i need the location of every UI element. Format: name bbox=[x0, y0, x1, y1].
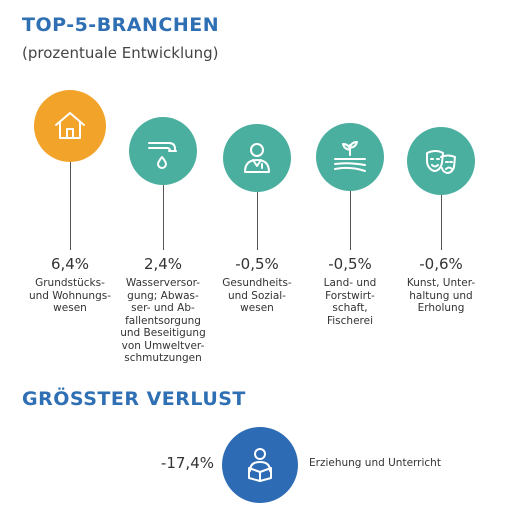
value-label: 2,4% bbox=[143, 255, 183, 273]
loss-icon-circle bbox=[222, 427, 298, 503]
chart-title: TOP-5-BRANCHEN bbox=[22, 14, 220, 36]
connector-line bbox=[163, 185, 164, 250]
category-label: Wasserversor- gung; Abwas- ser- und Ab- … bbox=[120, 277, 206, 364]
value-label: -0,6% bbox=[419, 255, 463, 273]
theater-masks-icon bbox=[426, 150, 456, 174]
value-label: 6,4% bbox=[50, 255, 90, 273]
loss-heading: GRÖSSTER VERLUST bbox=[22, 388, 246, 410]
category-label: Land- und Forstwirt- schaft, Fischerei bbox=[323, 277, 377, 327]
category-label: Kunst, Unter- haltung und Erholung bbox=[406, 277, 476, 314]
icon-circle bbox=[129, 117, 197, 185]
connector-line bbox=[257, 192, 258, 250]
connector-line bbox=[441, 195, 442, 250]
house-icon bbox=[55, 112, 85, 139]
branch-item: 2,4% Wasserversor- gung; Abwas- ser- und … bbox=[113, 0, 213, 370]
icon-circle bbox=[407, 127, 475, 195]
value-label: -0,5% bbox=[328, 255, 372, 273]
field-plant-icon bbox=[334, 141, 366, 172]
category-label: Grundstücks- und Wohnungs- wesen bbox=[28, 277, 112, 314]
connector-line bbox=[350, 191, 351, 250]
reader-icon bbox=[248, 448, 272, 482]
loss-value-label: -17,4% bbox=[160, 454, 214, 472]
branch-item: -0,6% Kunst, Unter- haltung und Erholung bbox=[391, 0, 491, 370]
value-label: -0,5% bbox=[235, 255, 279, 273]
category-label: Gesundheits- und Sozial- wesen bbox=[222, 277, 292, 314]
doctor-icon bbox=[244, 143, 270, 173]
icon-circle bbox=[34, 90, 106, 162]
branch-item: -0,5% Land- und Forstwirt- schaft, Fische… bbox=[300, 0, 400, 370]
chart-subtitle: (prozentuale Entwicklung) bbox=[22, 44, 219, 62]
icon-circle bbox=[223, 124, 291, 192]
branch-item: -0,5% Gesundheits- und Sozial- wesen bbox=[207, 0, 307, 370]
loss-category-label: Erziehung und Unterricht bbox=[309, 457, 441, 469]
water-tap-icon bbox=[148, 142, 177, 169]
icon-circle bbox=[316, 123, 384, 191]
connector-line bbox=[70, 162, 71, 250]
branch-item: 6,4% Grundstücks- und Wohnungs- wesen bbox=[20, 0, 120, 370]
